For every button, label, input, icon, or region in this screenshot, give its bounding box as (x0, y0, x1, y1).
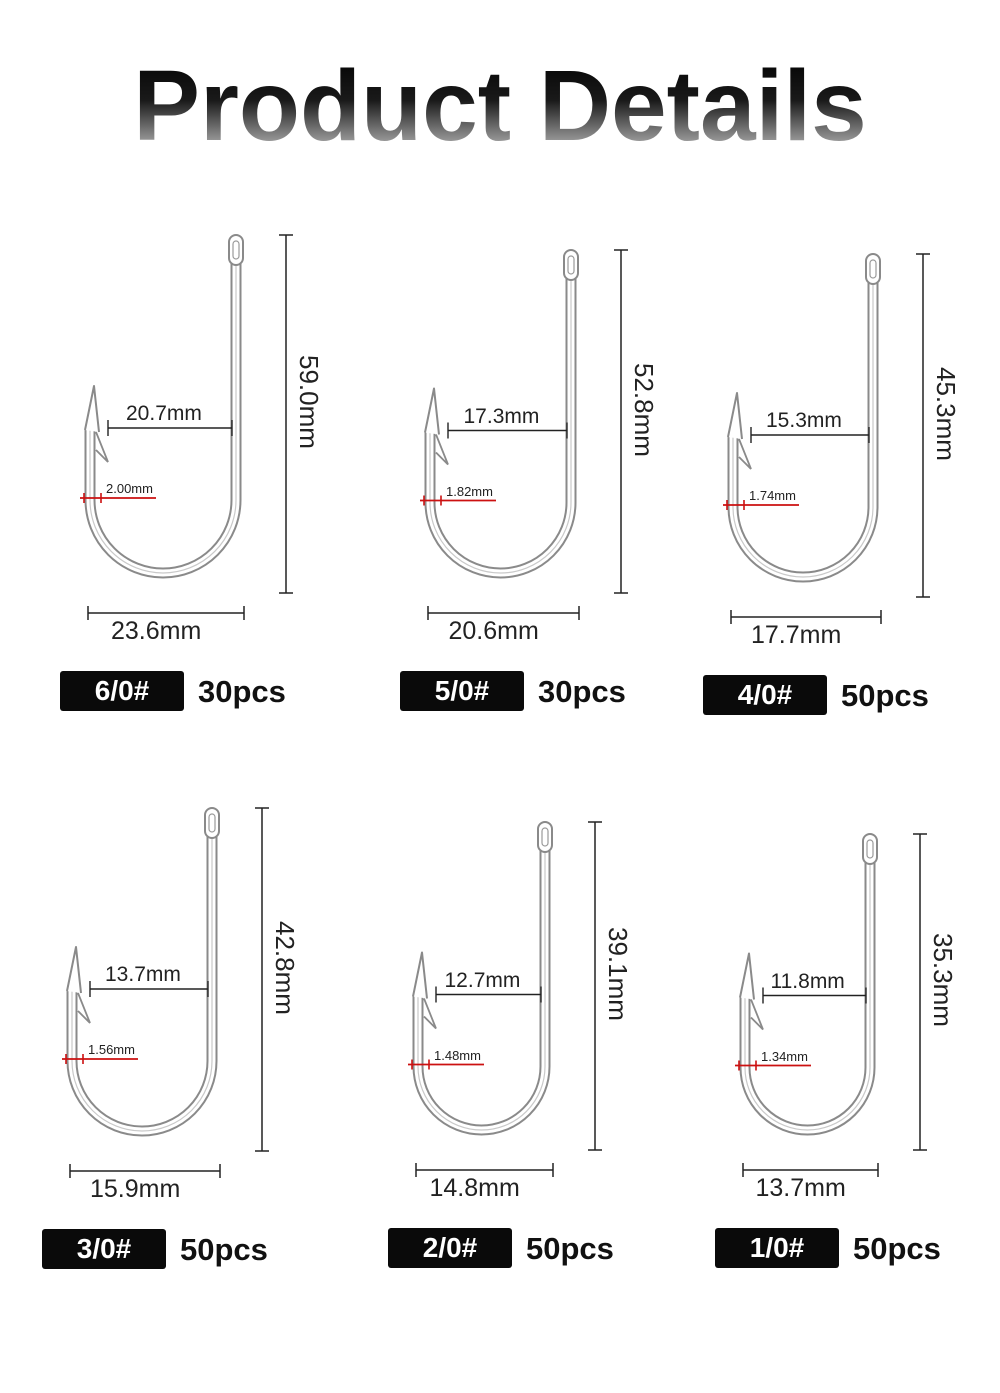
gap-label: 13.7mm (105, 963, 181, 986)
size-badge: 3/0# (42, 1229, 166, 1269)
hook-illustration (420, 249, 628, 620)
hook-wire-highlight (89, 253, 237, 574)
length-label: 45.3mm (931, 366, 961, 461)
width-label: 23.6mm (111, 617, 202, 645)
hook-eye-hole (567, 255, 575, 275)
quantity-label: 50pcs (180, 1232, 268, 1267)
hook-barb (423, 998, 437, 1030)
gap-label: 20.7mm (126, 402, 202, 425)
hook-card: 45.3mm 17.7mm 15.3mm 1.74mm 4/0# 50pcs (703, 244, 1000, 764)
wire-label: 1.74mm (749, 488, 796, 503)
hook-illustration (735, 833, 927, 1177)
hook-illustration (723, 253, 930, 624)
hook-illustration (62, 807, 269, 1178)
size-badge: 6/0# (60, 671, 184, 711)
title-graphic: Product Details (133, 50, 867, 160)
hook-eye-hole (866, 839, 874, 859)
quantity-label: 30pcs (198, 674, 286, 709)
wire-label: 1.48mm (434, 1047, 481, 1063)
gap-label: 15.3mm (766, 409, 842, 432)
hook-eye-hole (208, 813, 216, 833)
width-label: 15.9mm (90, 1175, 181, 1203)
gap-label: 17.3mm (463, 404, 540, 428)
hook-wire-highlight (417, 840, 546, 1131)
hook-point (424, 387, 440, 435)
quantity-label: 50pcs (841, 678, 929, 713)
hook-barb (77, 992, 91, 1024)
title-text: Product Details (133, 50, 867, 160)
width-label: 13.7mm (755, 1174, 846, 1202)
quantity-label: 50pcs (526, 1231, 614, 1266)
wire-label: 1.34mm (761, 1048, 808, 1064)
width-label: 14.8mm (429, 1174, 520, 1202)
length-label: 59.0mm (294, 355, 324, 449)
gap-label: 11.8mm (770, 969, 845, 993)
hook-card: 35.3mm 13.7mm 11.8mm 1.34mm 1/0# 50pcs (715, 824, 1000, 1344)
hook-card: 59.0mm 23.6mm 20.7mm 2.00mm 6/0# 30pcs (60, 225, 390, 745)
size-badge: 2/0# (388, 1228, 512, 1268)
hook-wire-highlight (429, 268, 572, 574)
hook-barb (750, 999, 764, 1031)
size-badge: 5/0# (400, 671, 524, 711)
hook-card: 42.8mm 15.9mm 13.7mm 1.56mm 3/0# 50pcs (42, 798, 372, 1318)
hook-wire-highlight (732, 272, 874, 578)
hook-card: 52.8mm 20.6mm 17.3mm 1.82mm 5/0# 30pcs (400, 240, 730, 760)
size-badge: 1/0# (715, 1228, 839, 1268)
size-badge: 4/0# (703, 675, 827, 715)
hook-point (739, 952, 755, 1000)
hook-illustration (80, 234, 293, 620)
wire-label: 1.82mm (446, 483, 493, 499)
page-title: Product Details (0, 50, 1000, 160)
wire-label: 1.56mm (88, 1042, 135, 1057)
hook-eye-hole (232, 240, 240, 260)
length-label: 42.8mm (270, 920, 300, 1015)
hook-point (412, 951, 428, 999)
length-label: 52.8mm (629, 362, 659, 457)
quantity-label: 50pcs (853, 1231, 941, 1266)
hook-wire-highlight (71, 826, 213, 1132)
gap-label: 12.7mm (444, 968, 521, 992)
length-label: 35.3mm (928, 933, 958, 1027)
hook-barb (435, 434, 449, 466)
hook-eye-hole (869, 259, 877, 279)
hook-illustration (408, 821, 602, 1177)
hook-point (84, 385, 100, 433)
width-label: 20.6mm (448, 617, 539, 645)
width-label: 17.7mm (751, 621, 842, 649)
hook-barb (738, 438, 752, 470)
hook-point (727, 392, 743, 440)
hook-barb (95, 431, 109, 463)
length-label: 39.1mm (603, 927, 633, 1021)
hook-card: 39.1mm 14.8mm 12.7mm 1.48mm 2/0# 50pcs (388, 812, 718, 1332)
hook-eye-hole (541, 827, 549, 847)
hook-point (66, 946, 82, 994)
hook-wire-highlight (744, 852, 871, 1131)
quantity-label: 30pcs (538, 674, 626, 709)
wire-label: 2.00mm (106, 481, 153, 496)
